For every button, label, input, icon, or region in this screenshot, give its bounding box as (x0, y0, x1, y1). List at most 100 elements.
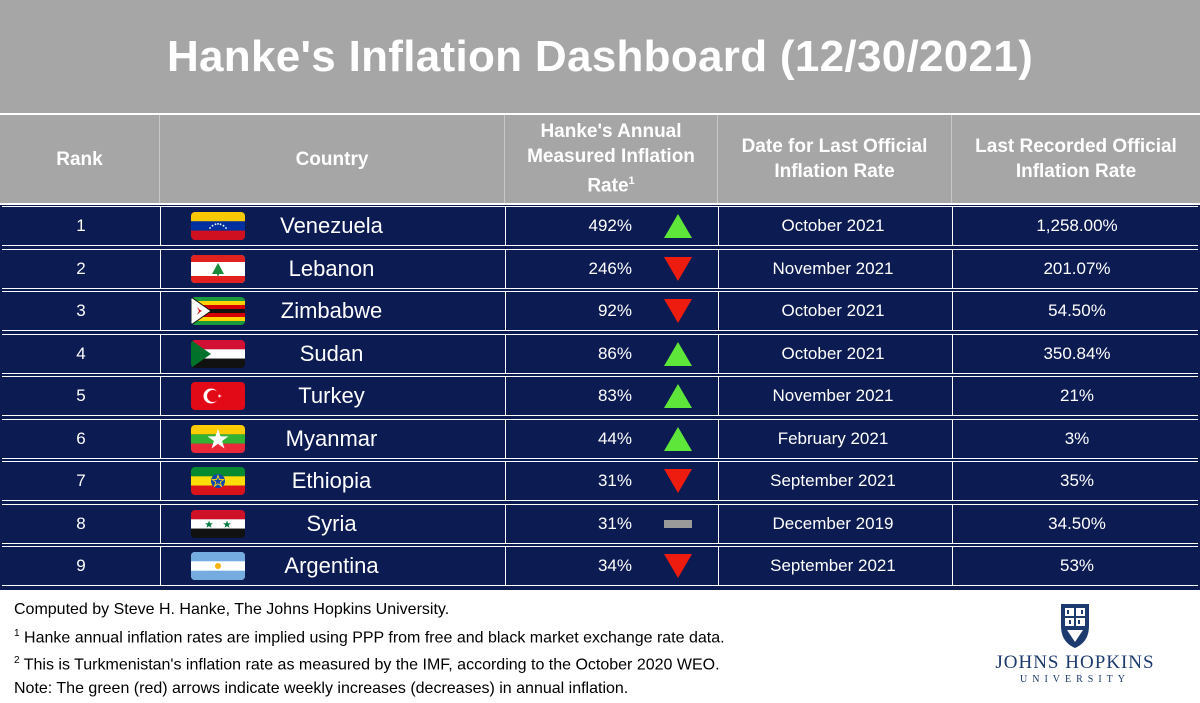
header-country-label: Country (295, 148, 369, 170)
country-cell: Turkey (298, 383, 365, 408)
johns-hopkins-shield-icon (1061, 604, 1089, 648)
table-header: Rank Country Hanke's Annual Measured Inf… (0, 115, 1200, 203)
hanke-rate-cell: 86% (597, 343, 632, 363)
table-row: 9 Argentina 34% September 2021 53% (2, 546, 1198, 586)
sudan-flag (191, 335, 245, 373)
venezuela-flag (191, 207, 245, 245)
country-cell: Venezuela (280, 213, 383, 238)
up-arrow-icon (652, 207, 704, 245)
footnote-1: 1 Hanke annual inflation rates are impli… (14, 622, 725, 650)
country-cell: Argentina (284, 553, 379, 578)
footnotes: Computed by Steve H. Hanke, The Johns Ho… (14, 598, 725, 701)
table-row: 4 Sudan 86% October 2021 350.84% (2, 333, 1198, 374)
myanmar-flag (191, 420, 245, 458)
lebanon-flag (191, 250, 245, 288)
footnote-1-text: Hanke annual inflation rates are implied… (19, 628, 725, 646)
rank-cell: 7 (76, 471, 86, 490)
table-row: 8 Syria 31% December 2019 34.50% (2, 503, 1198, 544)
header-last-line1: Last Recorded Official (975, 136, 1177, 157)
footnote-note: Note: The green (red) arrows indicate we… (14, 680, 629, 698)
header-date-label: Date for Last Official Inflation Rate (742, 134, 928, 184)
header-date-line2: Inflation Rate (774, 161, 895, 182)
footnote-2-text: This is Turkmenistan's inflation rate as… (19, 656, 720, 674)
header-last-rate-label: Last Recorded Official Inflation Rate (975, 134, 1177, 184)
header-date-line1: Date for Last Official (741, 136, 928, 157)
country-cell: Syria (306, 510, 357, 536)
header-hanke-line2: Measured Inflation (527, 146, 695, 168)
last-rate-cell: 350.84% (1043, 343, 1111, 363)
zimbabwe-flag (191, 292, 245, 330)
up-arrow-icon (652, 420, 704, 458)
down-arrow-icon (652, 547, 704, 585)
table-row: 2 Lebanon 246% November 2021 201.07% (2, 248, 1198, 289)
date-cell: October 2021 (781, 343, 885, 363)
rank-cell: 4 (76, 343, 86, 363)
country-cell: Sudan (299, 340, 364, 366)
down-arrow-icon (652, 250, 704, 288)
header-hanke-line3-text: Rate (587, 175, 629, 197)
country-cell: Lebanon (288, 255, 375, 281)
up-arrow-icon (652, 377, 704, 415)
table-row: 7 Ethiopia 31% September 2021 35% (2, 461, 1198, 501)
rank-cell: 2 (76, 258, 86, 278)
hanke-rate-cell: 492% (588, 216, 632, 235)
down-arrow-icon (652, 462, 704, 500)
last-rate-cell: 34.50% (1048, 513, 1106, 533)
header-last-rate: Last Recorded Official Inflation Rate (952, 115, 1200, 203)
ethiopia-flag (191, 462, 245, 500)
hanke-rate-cell: 246% (588, 258, 632, 278)
date-cell: February 2021 (777, 428, 889, 448)
header-country: Country (160, 115, 505, 203)
last-rate-cell: 21% (1059, 386, 1095, 405)
last-rate-cell: 1,258.00% (1036, 216, 1118, 235)
hanke-rate-cell: 34% (597, 556, 632, 575)
date-cell: November 2021 (772, 258, 894, 278)
date-cell: October 2021 (781, 216, 885, 235)
hanke-rate-cell: 31% (597, 471, 632, 490)
footnote-2-mark: 2 (14, 655, 20, 667)
header-hanke-rate: Hanke's Annual Measured Inflation Rate1 (505, 115, 718, 203)
last-rate-cell: 3% (1064, 428, 1090, 448)
last-rate-cell: 53% (1059, 556, 1095, 575)
rank-cell: 9 (76, 556, 86, 575)
header-rank-label: Rank (56, 148, 103, 170)
header-hanke-line3: Rate1 (527, 169, 695, 198)
last-rate-cell: 35% (1059, 471, 1095, 490)
country-cell: Zimbabwe (280, 298, 383, 323)
rank-cell: 1 (76, 216, 86, 235)
title-bar: Hanke's Inflation Dashboard (12/30/2021) (0, 0, 1200, 115)
footer: Computed by Steve H. Hanke, The Johns Ho… (0, 590, 1200, 703)
argentina-flag (191, 547, 245, 585)
hanke-rate-cell: 44% (597, 428, 632, 448)
footnote-credit: Computed by Steve H. Hanke, The Johns Ho… (14, 601, 450, 618)
footnote-1-mark: 1 (14, 627, 20, 639)
last-rate-cell: 201.07% (1043, 258, 1111, 278)
header-hanke-line1: Hanke's Annual (540, 121, 682, 143)
country-cell: Myanmar (285, 425, 378, 451)
rank-cell: 6 (76, 428, 86, 448)
header-last-line2: Inflation Rate (1015, 161, 1137, 182)
footnote-2: 2 This is Turkmenistan's inflation rate … (14, 649, 725, 677)
logo-name: JOHNS HOPKINS (995, 652, 1155, 673)
date-cell: September 2021 (770, 471, 896, 490)
country-cell: Ethiopia (291, 468, 372, 493)
date-cell: November 2021 (772, 386, 894, 405)
header-hanke-rate-label: Hanke's Annual Measured Inflation Rate1 (527, 119, 695, 198)
syria-flag (191, 505, 245, 543)
table-row: 6 Myanmar 44% February 2021 3% (2, 418, 1198, 459)
down-arrow-icon (652, 292, 704, 330)
date-cell: October 2021 (781, 301, 885, 320)
header-rank: Rank (0, 115, 160, 203)
table-row: 3 Zimbabwe 92% October 2021 54.50% (2, 291, 1198, 331)
hanke-rate-cell: 83% (597, 386, 632, 405)
hanke-rate-cell: 31% (597, 513, 632, 533)
header-date: Date for Last Official Inflation Rate (718, 115, 952, 203)
rank-cell: 5 (76, 386, 86, 405)
table-row: 5 Turkey 83% November 2021 21% (2, 376, 1198, 416)
date-cell: December 2019 (772, 513, 894, 533)
logo-sub: UNIVERSITY (1020, 674, 1130, 685)
hanke-rate-cell: 92% (597, 301, 632, 320)
rank-cell: 3 (76, 301, 86, 320)
johns-hopkins-logo: JOHNS HOPKINS UNIVERSITY (985, 600, 1165, 690)
page-title: Hanke's Inflation Dashboard (12/30/2021) (166, 31, 1034, 81)
